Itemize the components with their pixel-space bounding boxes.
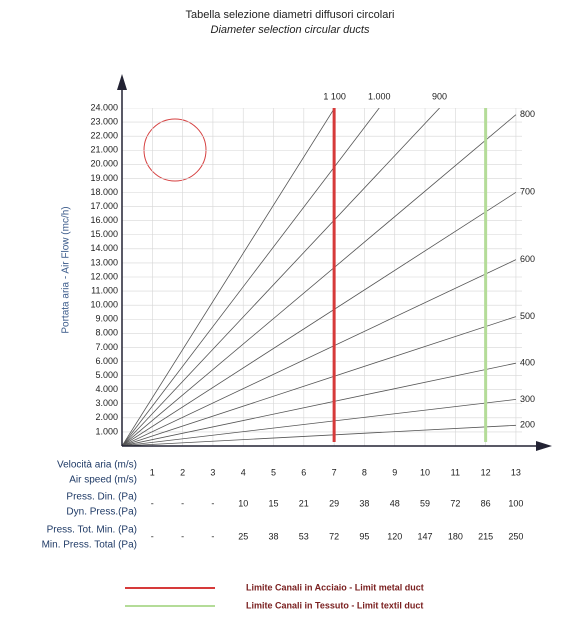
- y-tick-label: 12.000: [90, 271, 118, 281]
- y-tick-label: 4.000: [95, 384, 118, 394]
- y-tick-label: 9.000: [95, 314, 118, 324]
- x-tick-label: 13: [511, 467, 521, 477]
- row-value: 25: [238, 531, 248, 541]
- row-value: 250: [508, 531, 523, 541]
- y-tick-label: 16.000: [90, 215, 118, 225]
- row-value: -: [211, 531, 214, 541]
- diameter-line: [122, 192, 517, 446]
- diameter-line: [122, 316, 517, 446]
- row-value: -: [181, 498, 184, 508]
- row-value: 29: [329, 498, 339, 508]
- legend-label: 700: [520, 187, 535, 197]
- diameter-line: [122, 259, 517, 446]
- legend-label: 400: [520, 358, 535, 368]
- diameter-line: [122, 424, 516, 446]
- y-tick-label: 19.000: [90, 173, 118, 183]
- row-value: -: [211, 498, 214, 508]
- diameter-line: [122, 362, 517, 446]
- x-tick-label: 7: [332, 467, 337, 477]
- row-label: Dyn. Press.(Pa): [66, 507, 137, 518]
- diameter-line: [122, 114, 517, 446]
- x-axis-label: Velocità aria (m/s): [57, 460, 137, 471]
- chart-title: Tabella selezione diametri diffusori cir…: [186, 9, 395, 21]
- x-tick-label: 6: [301, 467, 306, 477]
- x-tick-label: 12: [481, 467, 491, 477]
- legend-label: 800: [520, 109, 535, 119]
- y-tick-label: 17.000: [90, 201, 118, 211]
- legend-label: 900: [432, 91, 447, 101]
- x-tick-label: 2: [180, 467, 185, 477]
- y-axis-label: Portata aria - Air Flow (mc/h): [61, 206, 72, 333]
- row-value: 48: [390, 498, 400, 508]
- row-value: 72: [329, 531, 339, 541]
- row-value: 100: [508, 498, 523, 508]
- x-tick-label: 8: [362, 467, 367, 477]
- row-value: -: [151, 531, 154, 541]
- row-value: 21: [299, 498, 309, 508]
- row-value: 147: [418, 531, 433, 541]
- row-value: 38: [359, 498, 369, 508]
- y-tick-label: 1.000: [95, 426, 118, 436]
- y-tick-label: 2.000: [95, 412, 118, 422]
- x-tick-label: 4: [241, 467, 246, 477]
- diameter-line: [122, 108, 380, 446]
- y-tick-label: 15.000: [90, 229, 118, 239]
- row-value: 72: [450, 498, 460, 508]
- x-tick-label: 10: [420, 467, 430, 477]
- row-value: 10: [238, 498, 248, 508]
- row-value: 180: [448, 531, 463, 541]
- y-tick-label: 8.000: [95, 328, 118, 338]
- row-value: 15: [269, 498, 279, 508]
- row-label: Press. Tot. Min. (Pa): [47, 525, 137, 536]
- row-value: 120: [387, 531, 402, 541]
- y-tick-label: 6.000: [95, 356, 118, 366]
- row-value: 59: [420, 498, 430, 508]
- diameter-line: [122, 108, 441, 446]
- chart-subtitle: Diameter selection circular ducts: [211, 24, 370, 36]
- row-label: Min. Press. Total (Pa): [42, 540, 137, 551]
- legend-label: 1 100: [323, 91, 346, 101]
- x-tick-label: 5: [271, 467, 276, 477]
- y-tick-label: 22.000: [90, 131, 118, 141]
- y-tick-label: 5.000: [95, 370, 118, 380]
- legend-label: Limite Canali in Acciaio - Limit metal d…: [246, 582, 424, 592]
- x-axis-label: Air speed (m/s): [69, 475, 137, 486]
- y-tick-label: 10.000: [90, 300, 118, 310]
- y-tick-label: 3.000: [95, 398, 118, 408]
- legend-label: 500: [520, 311, 535, 321]
- legend-label: 300: [520, 394, 535, 404]
- x-tick-label: 1: [150, 467, 155, 477]
- x-tick-label: 3: [210, 467, 215, 477]
- y-tick-label: 18.000: [90, 187, 118, 197]
- y-tick-label: 11.000: [91, 285, 118, 295]
- y-tick-label: 7.000: [95, 342, 118, 352]
- y-tick-label: 23.000: [90, 116, 118, 126]
- y-tick-label: 21.000: [90, 145, 118, 155]
- y-tick-label: 13.000: [90, 257, 118, 267]
- row-value: 38: [269, 531, 279, 541]
- y-tick-label: 24.000: [90, 102, 118, 112]
- legend-label: 200: [520, 420, 535, 430]
- row-value: 86: [481, 498, 491, 508]
- diameter-line: [122, 399, 516, 446]
- row-label: Press. Din. (Pa): [66, 492, 137, 503]
- legend-label: 1.000: [368, 91, 391, 101]
- y-tick-label: 14.000: [90, 243, 118, 253]
- row-value: 95: [359, 531, 369, 541]
- y-tick-label: 20.000: [90, 159, 118, 169]
- legend-label: 600: [520, 254, 535, 264]
- x-arrow: [536, 441, 552, 451]
- x-tick-label: 9: [392, 467, 397, 477]
- diameter-line: [122, 108, 336, 446]
- row-value: 53: [299, 531, 309, 541]
- plot-lines: [122, 108, 522, 446]
- row-value: -: [151, 498, 154, 508]
- row-value: -: [181, 531, 184, 541]
- row-value: 215: [478, 531, 493, 541]
- y-arrow: [117, 74, 127, 90]
- legend-label: Limite Canali in Tessuto - Limit textil …: [246, 600, 423, 610]
- x-tick-label: 11: [451, 467, 460, 477]
